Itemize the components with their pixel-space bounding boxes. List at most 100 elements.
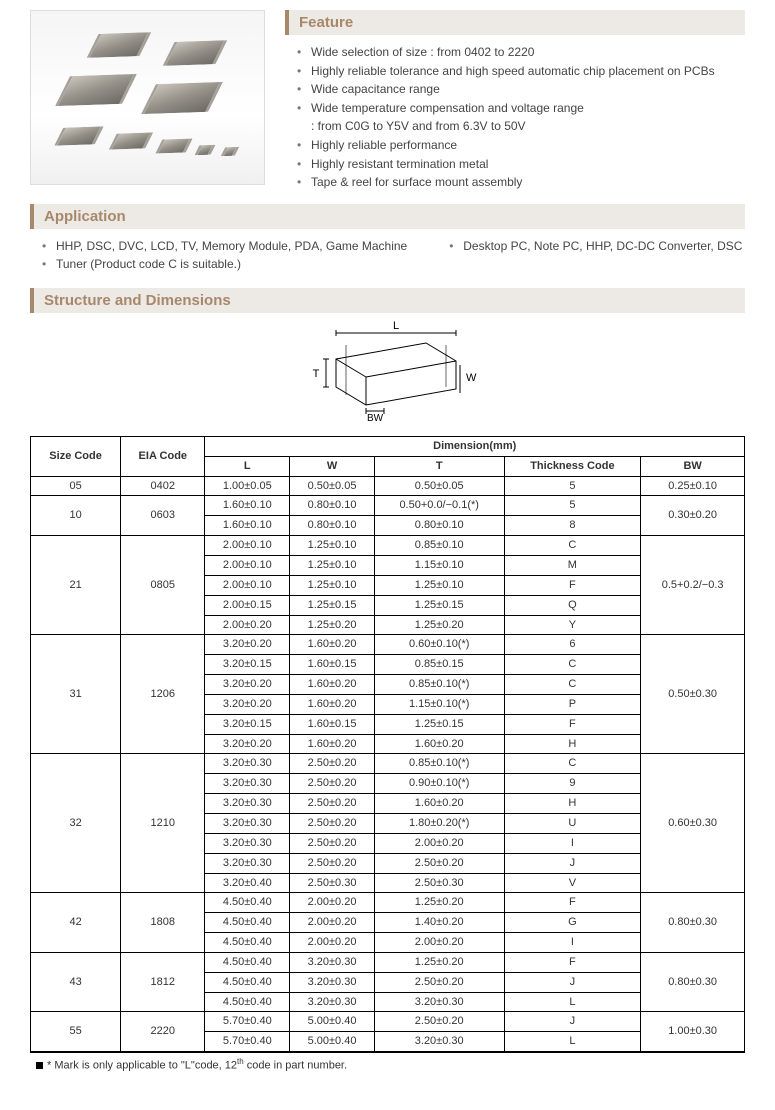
cell-tc: F xyxy=(504,714,641,734)
col-eia: EIA Code xyxy=(121,436,205,476)
cell-w: 2.50±0.30 xyxy=(290,873,375,893)
table-row: 3112063.20±0.201.60±0.200.60±0.10(*)60.5… xyxy=(31,635,745,655)
cell-w: 1.60±0.20 xyxy=(290,675,375,695)
col-l: L xyxy=(205,456,290,476)
application-item: Desktop PC, Note PC, HHP, DC-DC Converte… xyxy=(453,237,742,256)
cell-l: 4.50±0.40 xyxy=(205,913,290,933)
chip-icon xyxy=(221,147,240,156)
cell-t: 1.25±0.20 xyxy=(374,952,504,972)
chip-icon xyxy=(141,82,223,114)
feature-list: Wide selection of size : from 0402 to 22… xyxy=(285,43,745,192)
cell-l: 3.20±0.20 xyxy=(205,694,290,714)
cell-tc: J xyxy=(504,1012,641,1032)
cell-t: 2.50±0.20 xyxy=(374,972,504,992)
cell-bw: 0.80±0.30 xyxy=(641,893,745,953)
chip-icon xyxy=(163,40,228,66)
cell-eia: 1808 xyxy=(121,893,205,953)
cell-w: 5.00±0.40 xyxy=(290,1032,375,1052)
table-row: 3212103.20±0.302.50±0.200.85±0.10(*)C0.6… xyxy=(31,754,745,774)
cell-bw: 0.5+0.2/−0.3 xyxy=(641,536,745,635)
cell-l: 3.20±0.30 xyxy=(205,774,290,794)
cell-tc: F xyxy=(504,575,641,595)
cell-l: 4.50±0.40 xyxy=(205,933,290,953)
cell-l: 5.70±0.40 xyxy=(205,1012,290,1032)
chip-icon xyxy=(55,74,137,106)
application-item: Tuner (Product code C is suitable.) xyxy=(46,255,407,274)
cell-t: 2.00±0.20 xyxy=(374,833,504,853)
feature-item: Wide capacitance range xyxy=(301,80,745,99)
cell-eia: 0805 xyxy=(121,536,205,635)
product-image xyxy=(30,10,265,185)
cell-tc: L xyxy=(504,992,641,1012)
svg-text:W: W xyxy=(466,372,477,384)
cell-w: 3.20±0.30 xyxy=(290,972,375,992)
cell-tc: C xyxy=(504,536,641,556)
col-w: W xyxy=(290,456,375,476)
cell-l: 2.00±0.15 xyxy=(205,595,290,615)
cell-w: 2.50±0.20 xyxy=(290,794,375,814)
dimension-diagram: L T W BW xyxy=(30,321,745,424)
cell-t: 0.60±0.10(*) xyxy=(374,635,504,655)
table-row: 2108052.00±0.101.25±0.100.85±0.10C0.5+0.… xyxy=(31,536,745,556)
cell-t: 0.50±0.05 xyxy=(374,476,504,496)
cell-w: 1.60±0.15 xyxy=(290,655,375,675)
feature-item: Wide selection of size : from 0402 to 22… xyxy=(301,43,745,62)
cell-tc: 5 xyxy=(504,496,641,516)
cell-tc: F xyxy=(504,952,641,972)
cell-tc: V xyxy=(504,873,641,893)
cell-bw: 0.25±0.10 xyxy=(641,476,745,496)
feature-item: Wide temperature compensation and voltag… xyxy=(301,99,745,118)
cell-l: 3.20±0.40 xyxy=(205,873,290,893)
cell-l: 5.70±0.40 xyxy=(205,1032,290,1052)
chip-icon xyxy=(155,138,192,153)
cell-l: 3.20±0.30 xyxy=(205,794,290,814)
application-item: HHP, DSC, DVC, LCD, TV, Memory Module, P… xyxy=(46,237,407,256)
cell-t: 1.25±0.10 xyxy=(374,575,504,595)
chip-icon xyxy=(109,132,154,149)
cell-l: 2.00±0.10 xyxy=(205,556,290,576)
cell-l: 1.60±0.10 xyxy=(205,516,290,536)
cell-w: 2.50±0.20 xyxy=(290,853,375,873)
cell-tc: M xyxy=(504,556,641,576)
chip-icon xyxy=(194,145,215,156)
cell-tc: L xyxy=(504,1032,641,1052)
cell-eia: 0402 xyxy=(121,476,205,496)
cell-tc: H xyxy=(504,794,641,814)
cell-w: 1.60±0.20 xyxy=(290,635,375,655)
feature-item: Tape & reel for surface mount assembly xyxy=(301,173,745,192)
cell-t: 2.50±0.20 xyxy=(374,853,504,873)
table-row: 4318124.50±0.403.20±0.301.25±0.20F0.80±0… xyxy=(31,952,745,972)
cell-l: 4.50±0.40 xyxy=(205,992,290,1012)
table-row: 5522205.70±0.405.00±0.402.50±0.20J1.00±0… xyxy=(31,1012,745,1032)
cell-tc: 5 xyxy=(504,476,641,496)
cell-w: 2.50±0.20 xyxy=(290,774,375,794)
cell-l: 2.00±0.10 xyxy=(205,536,290,556)
col-bw: BW xyxy=(641,456,745,476)
cell-tc: C xyxy=(504,655,641,675)
cell-eia: 0603 xyxy=(121,496,205,536)
cell-tc: H xyxy=(504,734,641,754)
cell-bw: 1.00±0.30 xyxy=(641,1012,745,1052)
cell-t: 2.00±0.20 xyxy=(374,933,504,953)
cell-w: 3.20±0.30 xyxy=(290,992,375,1012)
cell-t: 1.25±0.15 xyxy=(374,714,504,734)
cell-size: 55 xyxy=(31,1012,121,1052)
cell-l: 3.20±0.20 xyxy=(205,635,290,655)
cell-w: 2.50±0.20 xyxy=(290,833,375,853)
cell-w: 0.80±0.10 xyxy=(290,496,375,516)
chip-icon xyxy=(87,32,152,58)
cell-tc: C xyxy=(504,675,641,695)
cell-eia: 1206 xyxy=(121,635,205,754)
cell-l: 3.20±0.15 xyxy=(205,655,290,675)
cell-t: 2.50±0.30 xyxy=(374,873,504,893)
cell-t: 1.15±0.10(*) xyxy=(374,694,504,714)
cell-t: 1.40±0.20 xyxy=(374,913,504,933)
cell-size: 42 xyxy=(31,893,121,953)
cell-tc: I xyxy=(504,833,641,853)
cell-t: 1.25±0.20 xyxy=(374,615,504,635)
cell-size: 10 xyxy=(31,496,121,536)
cell-l: 3.20±0.30 xyxy=(205,853,290,873)
cell-tc: Q xyxy=(504,595,641,615)
cell-t: 1.80±0.20(*) xyxy=(374,813,504,833)
cell-w: 2.00±0.20 xyxy=(290,933,375,953)
